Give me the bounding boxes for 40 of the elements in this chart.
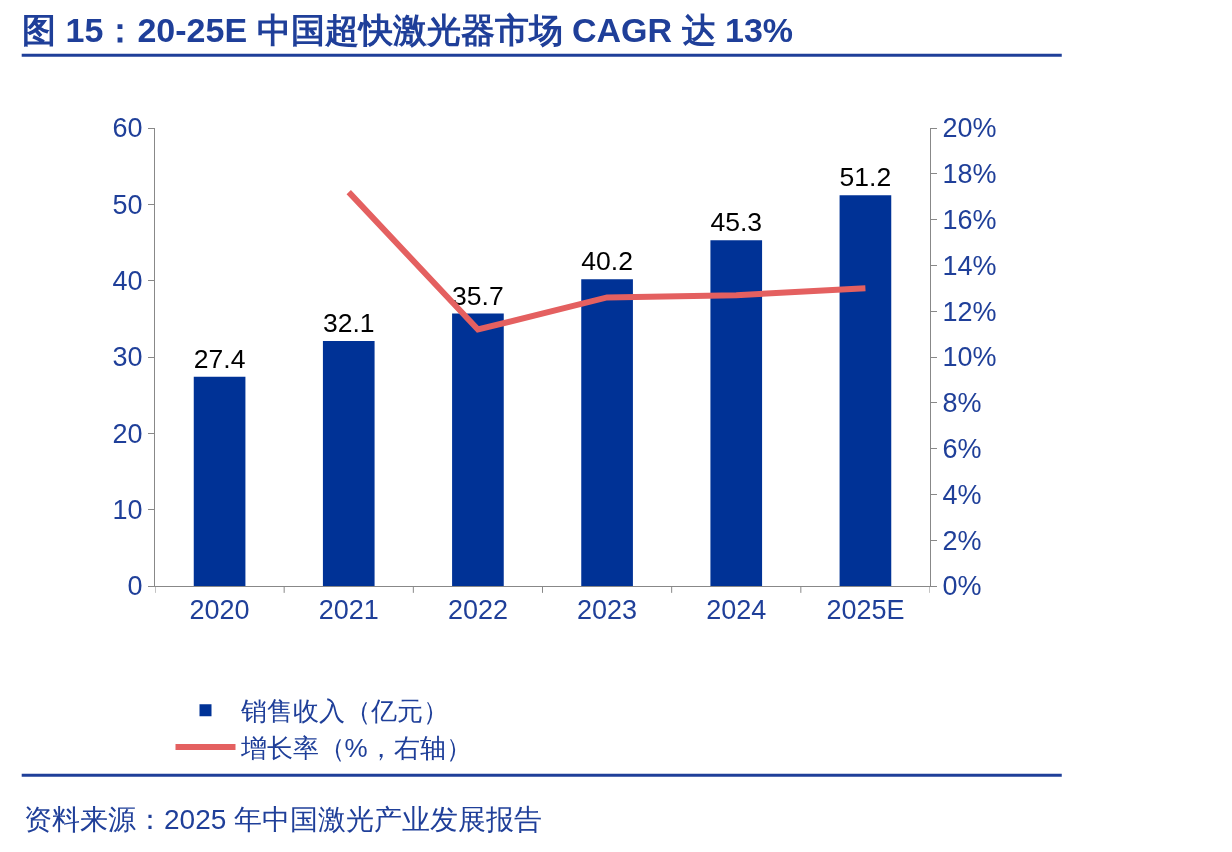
y2-tick-label: 12% (942, 296, 997, 327)
x-tick-label: 2024 (706, 595, 767, 626)
bar (839, 195, 892, 586)
y2-tick-label: 4% (942, 479, 982, 510)
y-tick-label: 40 (112, 266, 143, 297)
data-label: 40.2 (581, 246, 633, 277)
y2-tick-label: 2% (942, 525, 982, 556)
x-tick-label: 2022 (447, 595, 508, 626)
data-label: 51.2 (839, 162, 892, 193)
data-label: 27.4 (193, 343, 246, 374)
y2-tick-label: 10% (942, 342, 997, 373)
y2-tick-label: 16% (942, 205, 997, 236)
x-tick-label: 2020 (189, 595, 250, 626)
y-tick-label: 30 (112, 342, 143, 373)
data-label: 35.7 (452, 280, 504, 311)
bar (581, 279, 633, 586)
y2-tick-label: 0% (942, 571, 982, 602)
y-tick-label: 50 (112, 189, 143, 220)
chart-title: 图 15：20-25E 中国超快激光器市场 CAGR 达 13% (22, 10, 794, 49)
y-tick-label: 60 (112, 113, 143, 144)
y2-tick-label: 20% (942, 113, 997, 144)
x-tick-label: 2025E (826, 595, 905, 626)
text: 资料来源：2025 年中国激光产业发展报告 (24, 804, 543, 835)
y-tick-label: 20 (112, 418, 143, 449)
bar (452, 313, 504, 586)
bar (710, 240, 763, 586)
y2-tick-label: 8% (942, 388, 982, 419)
y2-tick-label: 14% (942, 250, 997, 281)
data-label: 32.1 (322, 308, 375, 339)
y2-tick-label: 6% (942, 434, 982, 465)
y-tick-label: 0 (127, 571, 143, 602)
x-tick-label: 2021 (318, 595, 379, 626)
bar (322, 340, 375, 586)
legend-label: 增长率（%，右轴） (239, 733, 472, 764)
y-tick-label: 10 (112, 495, 143, 526)
y2-tick-label: 18% (942, 159, 997, 190)
bar (193, 376, 246, 586)
x-tick-label: 2023 (577, 595, 638, 626)
data-label: 45.3 (710, 207, 763, 238)
legend-label: 销售收入（亿元） (239, 696, 449, 727)
